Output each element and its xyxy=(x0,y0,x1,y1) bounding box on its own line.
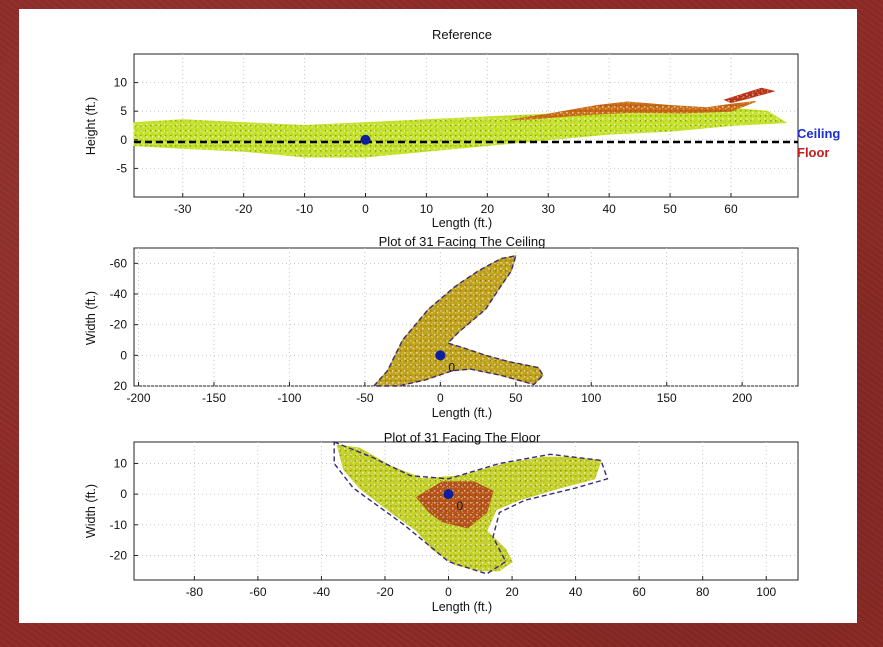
y-tick-label: 0 xyxy=(120,348,127,362)
legend-floor: Floor xyxy=(797,145,830,160)
x-tick-label: -100 xyxy=(277,391,301,405)
regions-ceiling xyxy=(372,254,544,387)
xlabel-ceiling: Length (ft.) xyxy=(432,406,492,420)
x-tick-label: 40 xyxy=(569,585,583,599)
x-tick-label: 0 xyxy=(362,202,369,216)
figure-panel: -30 -20 -10 0 10 20 30 40 50 60 -5 0 5 10 Reference L… xyxy=(19,9,857,623)
origin-label: 0 xyxy=(457,499,464,513)
x-tick-label: 40 xyxy=(602,202,616,216)
plot-reference: -30 -20 -10 0 10 20 30 40 50 60 -5 0 5 10 Reference L… xyxy=(84,27,840,230)
y-tick-label: -40 xyxy=(110,287,128,301)
markers-ceiling: 0 xyxy=(435,350,455,374)
plot-floor: 0 -80 -60 -40 -20 0 20 40 60 80 100 -20 -10 0 10 Plot… xyxy=(84,430,799,614)
ylabel-floor: Width (ft.) xyxy=(84,484,98,538)
y-tick-label: 10 xyxy=(114,456,128,470)
title-ceiling: Plot of 31 Facing The Ceiling xyxy=(379,234,546,249)
markers-reference xyxy=(360,134,371,145)
plot-ceiling: 0 -200 -150 -100 -50 0 50 100 150 200-60-40-2002… xyxy=(84,234,799,420)
speckle-floor-band xyxy=(511,101,756,120)
origin-marker xyxy=(443,489,454,500)
ylabel-ceiling: Width (ft.) xyxy=(84,291,98,345)
x-tick-label: -80 xyxy=(186,585,204,599)
x-tick-label: -20 xyxy=(235,202,253,216)
x-tick-label: 0 xyxy=(445,585,452,599)
x-tick-label: 20 xyxy=(505,585,519,599)
y-tick-label: -10 xyxy=(110,518,128,532)
y-tick-label: 10 xyxy=(114,76,128,90)
axes-box-floor xyxy=(133,441,799,581)
x-tick-label: 80 xyxy=(696,585,710,599)
y-tick-label: -20 xyxy=(110,548,128,562)
y-tick-label: 5 xyxy=(120,104,127,118)
boundary-outline-ceiling xyxy=(372,254,544,387)
regions-reference xyxy=(133,87,788,158)
x-tick-label: 30 xyxy=(542,202,556,216)
x-tick-label: 200 xyxy=(732,391,752,405)
markers-floor: 0 xyxy=(443,489,464,513)
y-tick-label: -20 xyxy=(110,318,128,332)
origin-marker xyxy=(360,134,371,145)
boundary-outline-floor xyxy=(333,440,609,575)
speckle-ceiling-band xyxy=(134,108,786,157)
x-tick-label: -40 xyxy=(313,585,331,599)
x-tick-label: -60 xyxy=(249,585,267,599)
y-tick-label: 0 xyxy=(120,133,127,147)
title-floor: Plot of 31 Facing The Floor xyxy=(384,430,541,445)
origin-marker xyxy=(435,350,446,361)
origin-label: 0 xyxy=(448,360,455,374)
x-tick-label: -10 xyxy=(296,202,314,216)
x-tick-label: 0 xyxy=(437,391,444,405)
legend-ceiling: Ceiling xyxy=(797,126,840,141)
y-tick-label: -5 xyxy=(116,161,127,175)
xlabel-reference: Length (ft.) xyxy=(432,216,492,230)
ticks-floor: -80 -60 -40 -20 0 20 40 60 80 100 -20 -10 0 10 xyxy=(110,456,777,599)
x-tick-label: -50 xyxy=(356,391,374,405)
regions-floor xyxy=(333,440,609,575)
x-tick-label: -200 xyxy=(127,391,151,405)
ticks-reference: -30 -20 -10 0 10 20 30 40 50 60 -5 0 5 10 xyxy=(114,76,738,216)
speckle-ceiling-footprint xyxy=(373,255,543,386)
x-tick-label: -30 xyxy=(174,202,192,216)
x-tick-label: -20 xyxy=(376,585,394,599)
speckle-floor-band-top xyxy=(724,88,774,103)
x-tick-label: 50 xyxy=(663,202,677,216)
title-reference: Reference xyxy=(432,27,492,42)
y-tick-label: 20 xyxy=(114,379,128,393)
x-tick-label: 100 xyxy=(756,585,776,599)
x-tick-label: 60 xyxy=(724,202,738,216)
x-tick-label: 20 xyxy=(481,202,495,216)
xlabel-floor: Length (ft.) xyxy=(432,600,492,614)
x-tick-label: 10 xyxy=(420,202,434,216)
x-tick-label: -150 xyxy=(202,391,226,405)
y-tick-label: 0 xyxy=(120,487,127,501)
x-tick-label: 100 xyxy=(581,391,601,405)
x-tick-label: 60 xyxy=(632,585,646,599)
x-tick-label: 150 xyxy=(657,391,677,405)
y-tick-label: -60 xyxy=(110,256,128,270)
x-tick-label: 50 xyxy=(509,391,523,405)
speckle-floor-footprint-core xyxy=(416,481,493,528)
ylabel-reference: Height (ft.) xyxy=(84,97,98,155)
